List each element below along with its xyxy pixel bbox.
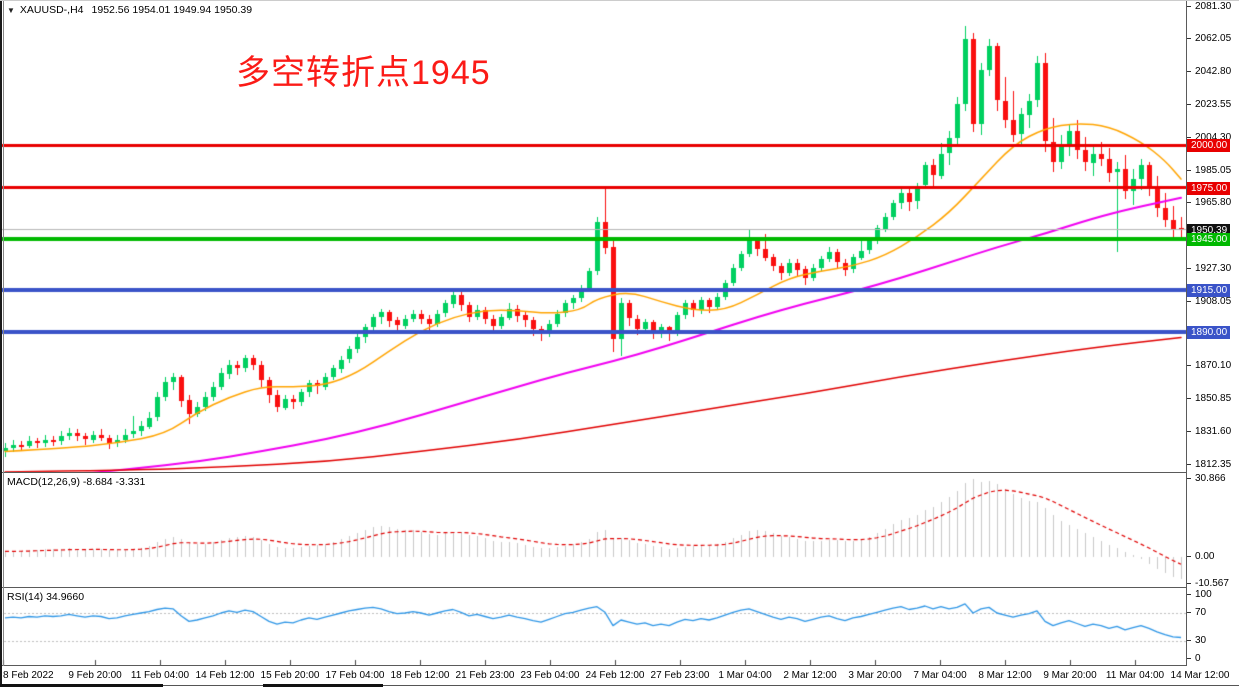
macd-canvas[interactable] (0, 473, 1186, 587)
ohlc-values-label: 1952.56 1954.01 1949.94 1950.39 (91, 4, 253, 16)
price-tick-label: 2062.05 (1186, 33, 1232, 44)
price-level-tag: 1975.00 (1187, 182, 1231, 195)
macd-indicator-label: MACD(12,26,9) -8.684 -3.331 (7, 476, 146, 488)
price-chart-canvas[interactable] (0, 1, 1186, 473)
time-tick-label: 2 Mar 12:00 (783, 670, 837, 681)
price-level-tag: 2000.00 (1187, 139, 1231, 152)
time-tick-label: 17 Feb 04:00 (325, 670, 385, 681)
macd-tick-label: -10.567 (1187, 578, 1229, 589)
price-tick-label: 1965.80 (1186, 197, 1232, 208)
pane-separator (0, 665, 1186, 666)
time-axis: 8 Feb 2022 9 Feb 20:00 11 Feb 04:00 14 Feb … (0, 666, 1239, 687)
rsi-tick-label: 30 (1186, 635, 1207, 646)
time-tick-label: 14 Mar 12:00 (1170, 670, 1230, 681)
pane-separator[interactable] (0, 587, 1186, 588)
time-tick-label: 3 Mar 20:00 (848, 670, 902, 681)
time-tick-label: 14 Feb 12:00 (195, 670, 255, 681)
rsi-tick-label: 100 (1187, 589, 1212, 600)
price-level-tag: 1890.00 (1187, 326, 1231, 339)
price-tick-label: 1870.10 (1186, 360, 1232, 371)
time-tick-label: 1 Mar 04:00 (718, 670, 772, 681)
rsi-tick-label: 0 (1187, 653, 1201, 664)
price-tick-label: 1850.85 (1186, 393, 1232, 404)
time-tick-label: 7 Mar 04:00 (913, 670, 967, 681)
time-tick-label: 24 Feb 12:00 (585, 670, 645, 681)
time-tick-label: 23 Feb 04:00 (520, 670, 580, 681)
price-tick-label: 2081.30 (1186, 1, 1232, 12)
price-tick-label: 2042.80 (1186, 66, 1232, 77)
price-level-tag: 1915.00 (1187, 284, 1231, 297)
price-tick-label: 1831.60 (1186, 426, 1232, 437)
chart-title: ▼ XAUUSD-,H4 1952.56 1954.01 1949.94 1950.… (7, 4, 252, 16)
time-tick-label: 8 Feb 2022 (3, 670, 54, 681)
price-axis: 2081.30 2062.05 2042.80 2023.55 2004.30 1985.… (1186, 1, 1239, 666)
annotation-text: 多空转折点1945 (236, 54, 491, 92)
window-left-edge (0, 1, 2, 687)
chart-left-border (3, 1, 4, 666)
symbol-period-label: XAUUSD-,H4 (19, 4, 84, 16)
time-tick-label: 11 Feb 04:00 (130, 670, 190, 681)
time-tick-label: 9 Mar 20:00 (1043, 670, 1097, 681)
time-tick-label: 15 Feb 20:00 (260, 670, 320, 681)
macd-tick-label: 0.00 (1186, 551, 1215, 562)
time-tick-label: 27 Feb 23:00 (650, 670, 710, 681)
price-tick-label: 2023.55 (1186, 99, 1232, 110)
price-tick-label: 1927.30 (1186, 263, 1232, 274)
symbol-dropdown-arrow[interactable]: ▼ (7, 6, 15, 15)
time-tick-label: 18 Feb 12:00 (390, 670, 450, 681)
time-tick-label: 21 Feb 23:00 (455, 670, 515, 681)
rsi-canvas[interactable] (0, 588, 1186, 665)
time-tick-label: 9 Feb 20:00 (68, 670, 122, 681)
price-tick-label: 1985.05 (1186, 165, 1232, 176)
price-tick-label: 2004.30 (1186, 132, 1232, 143)
pane-separator[interactable] (0, 472, 1186, 473)
time-tick-label: 11 Mar 04:00 (1105, 670, 1165, 681)
price-tick-label: 1908.05 (1186, 296, 1232, 307)
rsi-tick-label: 70 (1186, 607, 1207, 618)
rsi-indicator-label: RSI(14) 34.9660 (7, 591, 85, 603)
time-tick-label: 8 Mar 12:00 (978, 670, 1032, 681)
macd-tick-label: 30.866 (1187, 473, 1226, 484)
price-level-tag: 1945.00 (1187, 233, 1231, 246)
price-tick-label: 1812.35 (1186, 459, 1232, 470)
